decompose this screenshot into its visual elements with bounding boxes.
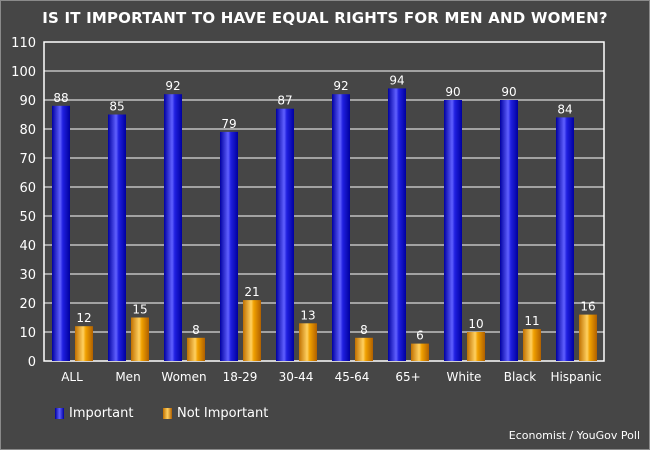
data-label: 8 [360, 323, 368, 337]
data-label: 84 [557, 102, 572, 116]
bar-important [52, 105, 70, 361]
data-label: 12 [76, 311, 91, 325]
legend-swatch-important [55, 408, 64, 419]
bar-important [556, 117, 574, 362]
y-tick-label: 0 [28, 355, 36, 370]
x-tick-label: Black [504, 370, 537, 384]
x-tick-label: White [447, 370, 482, 384]
bar-not-important [131, 317, 149, 361]
y-tick-label: 100 [11, 65, 36, 80]
x-tick-label: 65+ [395, 370, 420, 384]
data-label: 79 [221, 117, 236, 131]
x-tick-label: Hispanic [550, 370, 601, 384]
data-label: 90 [501, 85, 516, 99]
y-tick-label: 70 [19, 152, 36, 167]
x-tick-label: Men [115, 370, 140, 384]
y-tick-label: 20 [19, 297, 36, 312]
bar-important [500, 100, 518, 361]
bar-not-important [523, 329, 541, 361]
bar-important [164, 94, 182, 361]
data-label: 92 [333, 79, 348, 93]
data-label: 85 [109, 100, 124, 114]
legend-important: Important [55, 406, 133, 421]
plot-area [43, 41, 605, 362]
bar-important [108, 114, 126, 361]
data-label: 6 [416, 329, 424, 343]
y-tick-label: 30 [19, 268, 36, 283]
y-tick-label: 110 [11, 36, 36, 51]
data-label: 87 [277, 94, 292, 108]
bar-important [444, 100, 462, 361]
data-label: 92 [165, 79, 180, 93]
data-label: 88 [53, 91, 68, 105]
bar-important [276, 108, 294, 361]
data-label: 11 [524, 314, 539, 328]
bar-not-important [411, 343, 429, 361]
y-tick-label: 80 [19, 123, 36, 138]
data-label: 90 [445, 85, 460, 99]
bar-important [388, 88, 406, 362]
x-tick-label: 30-44 [279, 370, 314, 384]
legend-label-important: Important [69, 406, 134, 421]
source-note: Economist / YouGov Poll [508, 429, 640, 442]
bar-not-important [579, 314, 597, 361]
bar-not-important [243, 300, 261, 361]
x-tick-label: Women [161, 370, 206, 384]
data-label: 13 [300, 308, 315, 322]
y-tick-label: 10 [19, 326, 36, 341]
bar-important [220, 131, 238, 361]
bar-important [332, 94, 350, 361]
data-label: 15 [132, 303, 147, 317]
data-label: 94 [389, 73, 404, 87]
bar-not-important [75, 326, 93, 361]
x-tick-label: 18-29 [223, 370, 258, 384]
chart-title: IS IT IMPORTANT TO HAVE EQUAL RIGHTS FOR… [42, 9, 608, 27]
data-label: 8 [192, 323, 200, 337]
data-label: 16 [580, 300, 595, 314]
bar-not-important [299, 323, 317, 361]
y-tick-label: 90 [19, 94, 36, 109]
x-tick-label: 45-64 [335, 370, 370, 384]
bar-not-important [187, 337, 205, 361]
data-label: 21 [244, 285, 259, 299]
y-tick-label: 40 [19, 239, 36, 254]
x-tick-label: ALL [61, 370, 83, 384]
legend-not-important: Not Important [163, 406, 268, 421]
y-tick-label: 60 [19, 181, 36, 196]
bar-not-important [467, 332, 485, 361]
y-tick-label: 50 [19, 210, 36, 225]
bar-not-important [355, 337, 373, 361]
legend-label-not-important: Not Important [177, 406, 269, 421]
legend-swatch-not-important [163, 408, 172, 419]
data-label: 10 [468, 317, 483, 331]
